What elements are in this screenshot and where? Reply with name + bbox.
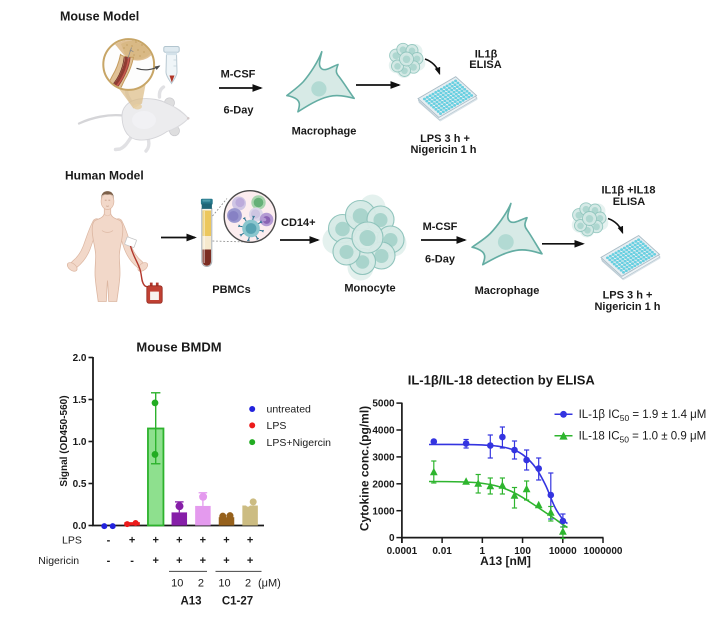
svg-text:+: + [200,535,206,547]
svg-text:LPS 3 h +: LPS 3 h + [420,133,470,145]
svg-text:A13 [nM]: A13 [nM] [480,554,531,568]
svg-text:10: 10 [218,577,230,589]
svg-text:C1-27: C1-27 [222,596,253,608]
svg-text:M-CSF: M-CSF [221,69,256,81]
svg-text:PBMCs: PBMCs [212,284,251,296]
svg-text:10000: 10000 [549,546,577,557]
svg-text:6-Day: 6-Day [224,105,255,117]
svg-text:M-CSF: M-CSF [423,221,458,233]
svg-text:-: - [130,555,134,567]
svg-text:A13: A13 [180,596,201,608]
svg-text:IL-1β IC50 = 1.9 ± 1.4 μM: IL-1β IC50 = 1.9 ± 1.4 μM [579,409,707,423]
svg-text:1.0: 1.0 [73,437,87,448]
svg-text:6-Day: 6-Day [425,254,456,266]
svg-text:IL1β: IL1β [475,49,498,61]
svg-text:ELISA: ELISA [469,59,501,71]
svg-text:Monocyte: Monocyte [344,283,395,295]
svg-text:+: + [176,535,182,547]
svg-text:1000000: 1000000 [584,546,623,557]
svg-text:untreated: untreated [267,404,312,416]
svg-text:(μM): (μM) [258,577,281,589]
svg-text:1.5: 1.5 [73,395,87,406]
svg-text:Nigericin: Nigericin [38,555,79,567]
svg-text:1000: 1000 [372,506,395,517]
svg-text:Signal (OD450-560): Signal (OD450-560) [59,395,70,486]
svg-text:Nigericin 1 h: Nigericin 1 h [410,144,476,156]
svg-text:2000: 2000 [372,479,395,490]
svg-text:Mouse BMDM: Mouse BMDM [136,340,221,355]
svg-text:5000: 5000 [372,399,395,410]
svg-text:0.01: 0.01 [432,546,452,557]
svg-text:Cytokine conc.(pg/ml): Cytokine conc.(pg/ml) [358,406,372,531]
svg-text:-: - [107,535,111,547]
svg-text:+: + [223,535,229,547]
svg-text:3000: 3000 [372,453,395,464]
svg-text:LPS: LPS [62,535,82,547]
svg-text:+: + [152,555,158,567]
svg-text:IL-1β/IL-18 detection by ELISA: IL-1β/IL-18 detection by ELISA [408,373,596,388]
svg-text:2: 2 [245,577,251,589]
svg-text:-: - [107,555,111,567]
svg-text:Macrophage: Macrophage [475,285,540,297]
svg-text:+: + [247,555,253,567]
svg-text:LPS+Nigercin: LPS+Nigercin [267,437,332,449]
svg-text:0.5: 0.5 [73,479,87,490]
svg-text:+: + [223,555,229,567]
svg-text:LPS 3 h +: LPS 3 h + [603,290,653,302]
svg-text:+: + [176,555,182,567]
svg-text:+: + [129,535,135,547]
svg-text:4000: 4000 [372,426,395,437]
svg-text:CD14+: CD14+ [281,217,316,229]
svg-text:+: + [152,535,158,547]
svg-text:0.0: 0.0 [73,521,87,532]
svg-text:2: 2 [198,577,204,589]
svg-text:Macrophage: Macrophage [292,126,357,138]
svg-text:Mouse Model: Mouse Model [60,10,139,24]
svg-text:+: + [247,535,253,547]
svg-text:LPS: LPS [267,420,287,432]
svg-text:IL1β +IL18: IL1β +IL18 [601,185,655,197]
svg-text:ELISA: ELISA [613,196,645,208]
svg-text:100: 100 [514,546,531,557]
svg-text:0.0001: 0.0001 [387,546,418,557]
svg-text:2.0: 2.0 [73,353,87,364]
svg-text:10: 10 [171,577,183,589]
svg-text:Human Model: Human Model [65,169,144,183]
svg-text:+: + [200,555,206,567]
svg-text:1: 1 [480,546,486,557]
svg-text:Nigericin 1 h: Nigericin 1 h [594,301,660,313]
svg-text:0: 0 [389,533,395,544]
svg-text:IL-18 IC50 = 1.0 ± 0.9 μM: IL-18 IC50 = 1.0 ± 0.9 μM [579,431,707,445]
